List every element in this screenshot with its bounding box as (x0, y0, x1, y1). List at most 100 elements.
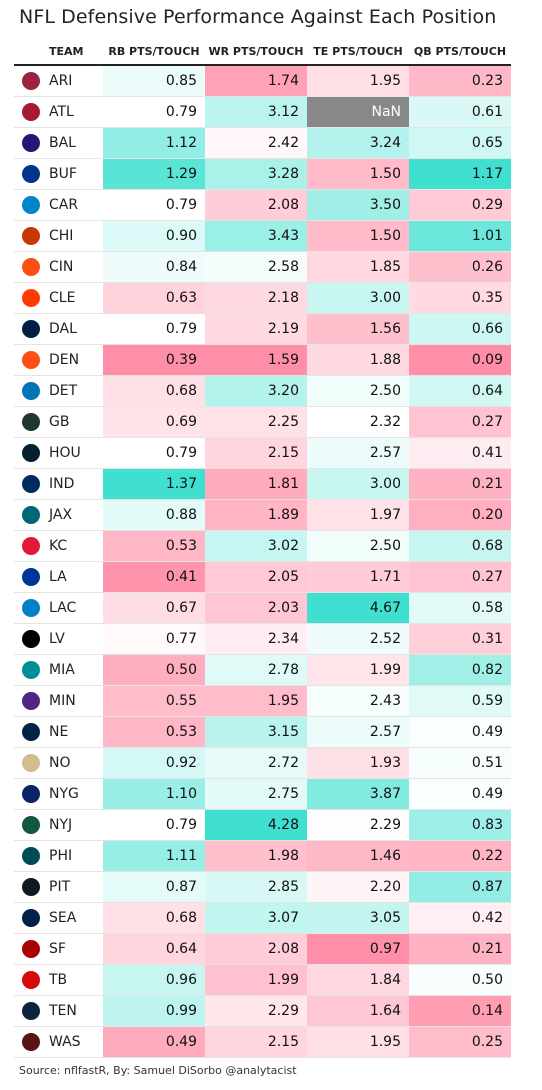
team-logo-icon (21, 134, 40, 152)
te-value-cell: 3.00 (307, 282, 409, 314)
table-row: PHI 1.11 1.98 1.46 0.22 (14, 840, 511, 872)
team-logo-icon (21, 537, 40, 555)
logo-cell (14, 1026, 47, 1058)
team-logo-icon (21, 723, 40, 741)
table-row: LA 0.41 2.05 1.71 0.27 (14, 561, 511, 593)
rb-value-cell: 1.12 (103, 127, 205, 159)
qb-value-cell: 0.58 (409, 592, 511, 624)
wr-value-cell: 3.07 (205, 902, 307, 934)
rb-value-cell: 1.29 (103, 158, 205, 190)
team-logo-icon (21, 382, 40, 400)
rb-value-cell: 1.10 (103, 778, 205, 810)
wr-value-cell: 2.85 (205, 871, 307, 903)
te-value-cell: 2.43 (307, 685, 409, 717)
qb-value-cell: 0.09 (409, 344, 511, 376)
rb-value-cell: 0.41 (103, 561, 205, 593)
wr-value-cell: 1.89 (205, 499, 307, 531)
table-row: TEN 0.99 2.29 1.64 0.14 (14, 995, 511, 1027)
defense-table: TEAM RB PTS/TOUCH WR PTS/TOUCH TE PTS/TO… (14, 38, 511, 1058)
table-row: DEN 0.39 1.59 1.88 0.09 (14, 344, 511, 376)
wr-value-cell: 2.15 (205, 1026, 307, 1058)
rb-value-cell: 0.88 (103, 499, 205, 531)
team-cell: CLE (47, 282, 103, 314)
wr-value-cell: 1.59 (205, 344, 307, 376)
qb-value-cell: 0.41 (409, 437, 511, 469)
team-cell: WAS (47, 1026, 103, 1058)
te-value-cell: 2.50 (307, 375, 409, 407)
rb-value-cell: 0.79 (103, 189, 205, 221)
team-logo-icon (21, 72, 40, 90)
te-value-cell: 2.20 (307, 871, 409, 903)
rb-value-cell: 0.90 (103, 220, 205, 252)
team-cell: NYJ (47, 809, 103, 841)
logo-cell (14, 468, 47, 500)
team-logo-icon (21, 909, 40, 927)
table-row: CIN 0.84 2.58 1.85 0.26 (14, 251, 511, 283)
logo-column-header (14, 38, 47, 66)
logo-cell (14, 282, 47, 314)
te-value-cell: NaN (307, 96, 409, 128)
logo-cell (14, 964, 47, 996)
te-value-cell: 3.00 (307, 468, 409, 500)
te-value-cell: 1.85 (307, 251, 409, 283)
team-logo-icon (21, 847, 40, 865)
wr-value-cell: 2.05 (205, 561, 307, 593)
te-value-cell: 2.57 (307, 437, 409, 469)
logo-cell (14, 158, 47, 190)
rb-value-cell: 0.67 (103, 592, 205, 624)
team-logo-icon (21, 816, 40, 834)
logo-cell (14, 778, 47, 810)
wr-value-cell: 2.15 (205, 437, 307, 469)
team-logo-icon (21, 599, 40, 617)
team-cell: ARI (47, 65, 103, 97)
team-cell: LA (47, 561, 103, 593)
team-logo-icon (21, 1002, 40, 1020)
table-row: CLE 0.63 2.18 3.00 0.35 (14, 282, 511, 314)
wr-value-cell: 2.08 (205, 933, 307, 965)
team-logo-icon (21, 165, 40, 183)
team-logo-icon (21, 413, 40, 431)
table-row: NYG 1.10 2.75 3.87 0.49 (14, 778, 511, 810)
wr-value-cell: 2.29 (205, 995, 307, 1027)
team-cell: CAR (47, 189, 103, 221)
team-logo-icon (21, 444, 40, 462)
te-value-cell: 2.29 (307, 809, 409, 841)
wr-value-cell: 2.03 (205, 592, 307, 624)
te-value-cell: 1.71 (307, 561, 409, 593)
team-logo-icon (21, 785, 40, 803)
wr-value-cell: 1.99 (205, 964, 307, 996)
logo-cell (14, 406, 47, 438)
qb-value-cell: 1.17 (409, 158, 511, 190)
logo-cell (14, 747, 47, 779)
qb-column-header: QB PTS/TOUCH (409, 38, 511, 66)
team-cell: NE (47, 716, 103, 748)
wr-value-cell: 1.81 (205, 468, 307, 500)
team-cell: ATL (47, 96, 103, 128)
qb-value-cell: 0.14 (409, 995, 511, 1027)
team-cell: PIT (47, 871, 103, 903)
logo-cell (14, 189, 47, 221)
table-row: LV 0.77 2.34 2.52 0.31 (14, 623, 511, 655)
qb-value-cell: 0.27 (409, 406, 511, 438)
table-row: SEA 0.68 3.07 3.05 0.42 (14, 902, 511, 934)
wr-value-cell: 3.43 (205, 220, 307, 252)
team-cell: MIN (47, 685, 103, 717)
qb-value-cell: 1.01 (409, 220, 511, 252)
qb-value-cell: 0.59 (409, 685, 511, 717)
wr-value-cell: 2.75 (205, 778, 307, 810)
team-cell: HOU (47, 437, 103, 469)
qb-value-cell: 0.50 (409, 964, 511, 996)
te-value-cell: 3.24 (307, 127, 409, 159)
te-value-cell: 3.50 (307, 189, 409, 221)
team-logo-icon (21, 878, 40, 896)
qb-value-cell: 0.64 (409, 375, 511, 407)
table-row: ARI 0.85 1.74 1.95 0.23 (14, 65, 511, 97)
te-value-cell: 1.95 (307, 1026, 409, 1058)
te-value-cell: 3.05 (307, 902, 409, 934)
source-footer: Source: nflfastR, By: Samuel DiSorbo @an… (19, 1064, 297, 1077)
table-row: DAL 0.79 2.19 1.56 0.66 (14, 313, 511, 345)
wr-value-cell: 2.25 (205, 406, 307, 438)
team-logo-icon (21, 568, 40, 586)
team-logo-icon (21, 289, 40, 307)
qb-value-cell: 0.87 (409, 871, 511, 903)
